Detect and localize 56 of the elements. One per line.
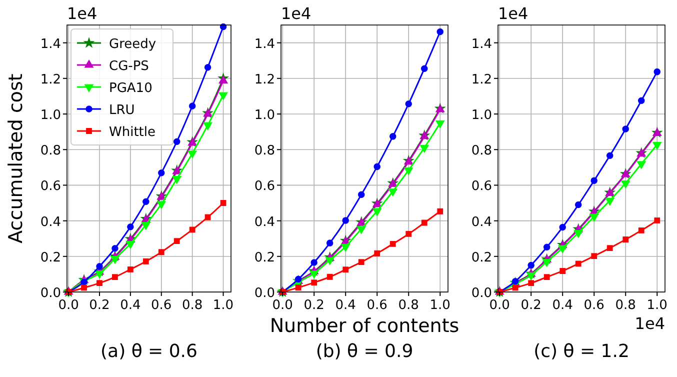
text: (b) θ = 0.9 [316, 341, 414, 362]
y-tick-label: 1.0 [254, 108, 275, 123]
y-tick-label: 0.0 [471, 286, 492, 301]
y-tick-label: 1.2 [471, 72, 492, 88]
text: 1e4 [498, 4, 528, 23]
y-axis-title: Accumulated cost [5, 74, 27, 244]
x-tick-label: 0.4 [120, 298, 141, 313]
y-tick-label: 0.4 [471, 214, 492, 230]
y-tick-label: 0.8 [254, 144, 275, 159]
text: 1e4 [634, 314, 665, 333]
y-tick-label: 0.4 [254, 214, 275, 230]
x-tick-label: 0.0 [489, 298, 510, 313]
text: (c) θ = 1.2 [534, 341, 630, 362]
x-tick-label: 0.2 [520, 298, 542, 313]
y-tick-label: 0.2 [40, 250, 61, 266]
x-tick-label: 1.0 [646, 298, 668, 313]
x-tick-label: 1.0 [212, 298, 234, 313]
y-tick-label: 0.2 [471, 250, 492, 266]
x-tick-label: 1.0 [430, 298, 450, 313]
legend-label: LRU [109, 103, 135, 118]
x-tick-label: 0.4 [552, 298, 573, 313]
y-tick-label: 1.4 [40, 36, 61, 52]
y-tick-label: 1.2 [40, 72, 61, 88]
legend-label: Greedy [109, 37, 156, 52]
y-tick-label: 0.0 [254, 286, 275, 301]
y-tick-label: 1.0 [40, 108, 61, 123]
y-tick-label: 1.0 [471, 108, 492, 123]
text: 1e4 [281, 4, 312, 23]
y-tick-label: 0.8 [40, 144, 61, 159]
legend-label: CG-PS [109, 59, 149, 74]
y-tick-label: 0.6 [471, 179, 492, 194]
y-tick-label: 0.6 [40, 179, 61, 194]
x-axis-title: Number of contents [270, 315, 460, 337]
x-tick-label: 0.6 [366, 298, 388, 313]
y-tick-label: 0.0 [40, 286, 61, 301]
y-tick-label: 0.6 [254, 179, 275, 194]
x-tick-label: 0.8 [398, 298, 419, 313]
x-tick-label: 0.2 [304, 298, 324, 313]
x-tick-label: 0.6 [151, 298, 172, 313]
y-tick-label: 1.2 [254, 72, 275, 88]
y-tick-label: 1.4 [471, 36, 492, 52]
x-tick-label: 0.8 [615, 298, 636, 313]
text: (a) θ = 0.6 [100, 341, 198, 362]
x-tick-label: 0.8 [182, 298, 203, 313]
x-tick-label: 0.6 [584, 298, 604, 313]
x-tick-label: 0.0 [272, 298, 293, 313]
y-tick-label: 0.8 [471, 144, 492, 159]
y-tick-label: 0.4 [40, 214, 61, 230]
legend-label: PGA10 [109, 81, 152, 96]
y-tick-label: 1.4 [254, 36, 275, 52]
x-tick-label: 0.4 [335, 298, 356, 313]
legend-label: Whittle [109, 125, 156, 140]
text: 1e4 [67, 4, 98, 23]
x-tick-label: 0.2 [89, 298, 110, 313]
x-tick-label: 0.0 [58, 298, 79, 313]
y-tick-label: 0.2 [254, 250, 275, 266]
